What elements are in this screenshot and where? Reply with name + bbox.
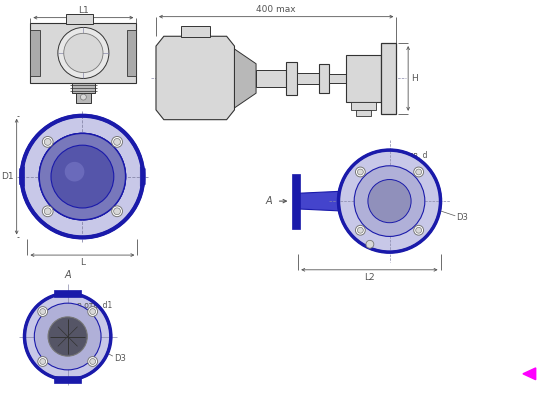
Circle shape xyxy=(64,33,103,73)
Polygon shape xyxy=(156,36,235,120)
Bar xyxy=(256,70,286,87)
Bar xyxy=(30,22,137,83)
Circle shape xyxy=(24,293,111,380)
Text: 400 max: 400 max xyxy=(256,5,296,14)
Text: H: H xyxy=(411,74,418,83)
Circle shape xyxy=(44,208,51,215)
Circle shape xyxy=(368,180,411,223)
Circle shape xyxy=(40,359,46,364)
Circle shape xyxy=(34,303,101,370)
Text: D1: D1 xyxy=(1,172,14,181)
Circle shape xyxy=(39,133,126,220)
Circle shape xyxy=(354,166,425,236)
Bar xyxy=(180,27,210,37)
Polygon shape xyxy=(20,167,24,186)
Bar xyxy=(54,290,81,297)
Circle shape xyxy=(366,240,374,248)
Circle shape xyxy=(357,227,363,233)
Bar xyxy=(292,174,300,228)
Bar xyxy=(356,110,371,116)
Text: D3: D3 xyxy=(114,354,126,363)
Circle shape xyxy=(356,167,365,177)
Bar xyxy=(286,62,297,95)
Circle shape xyxy=(339,150,441,252)
Bar xyxy=(351,102,376,110)
Bar xyxy=(75,93,91,103)
Circle shape xyxy=(42,137,53,147)
Circle shape xyxy=(38,307,48,317)
Circle shape xyxy=(42,206,53,217)
Bar xyxy=(30,30,40,75)
Circle shape xyxy=(112,206,122,217)
Text: L2: L2 xyxy=(364,273,375,282)
Circle shape xyxy=(414,225,423,235)
Circle shape xyxy=(356,225,365,235)
Circle shape xyxy=(44,138,51,145)
Circle shape xyxy=(51,145,114,208)
Circle shape xyxy=(88,307,98,317)
Bar xyxy=(346,55,380,102)
Circle shape xyxy=(114,138,120,145)
Bar xyxy=(319,64,328,93)
Circle shape xyxy=(416,169,422,175)
Bar xyxy=(380,43,396,114)
Polygon shape xyxy=(140,167,145,186)
Circle shape xyxy=(90,359,95,364)
Circle shape xyxy=(88,357,98,366)
Circle shape xyxy=(416,227,422,233)
Circle shape xyxy=(39,133,126,220)
Circle shape xyxy=(114,208,120,215)
Circle shape xyxy=(357,169,363,175)
Text: L1: L1 xyxy=(78,6,89,15)
Polygon shape xyxy=(523,368,535,380)
Circle shape xyxy=(414,167,423,177)
Circle shape xyxy=(38,357,48,366)
Bar xyxy=(126,30,137,75)
Circle shape xyxy=(58,27,109,78)
Circle shape xyxy=(64,162,85,182)
Circle shape xyxy=(39,133,126,220)
Circle shape xyxy=(48,317,87,356)
Text: A: A xyxy=(266,196,272,206)
Polygon shape xyxy=(298,191,340,211)
Circle shape xyxy=(90,308,95,315)
Circle shape xyxy=(22,116,143,237)
Circle shape xyxy=(40,308,46,315)
Text: A: A xyxy=(64,270,71,279)
Bar xyxy=(297,73,319,84)
Text: D3: D3 xyxy=(456,213,468,222)
Bar xyxy=(54,376,81,383)
Text: n отв. d1: n отв. d1 xyxy=(78,301,113,310)
Text: L: L xyxy=(80,258,85,267)
Bar xyxy=(328,73,346,83)
Bar xyxy=(66,14,93,24)
Circle shape xyxy=(112,137,122,147)
Bar xyxy=(72,83,95,93)
Circle shape xyxy=(80,94,86,100)
Text: n отв. d: n отв. d xyxy=(397,151,428,160)
Polygon shape xyxy=(235,49,256,108)
